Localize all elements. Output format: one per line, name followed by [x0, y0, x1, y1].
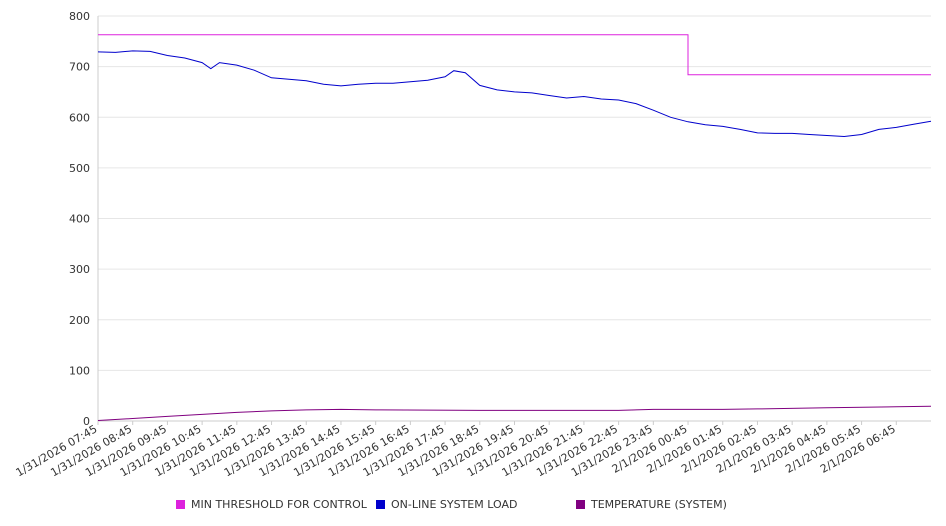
series-line-on-line-system-load — [97, 50, 932, 138]
legend-label-min-threshold: MIN THRESHOLD FOR CONTROL — [191, 498, 367, 511]
y-tick-label-700: 700 — [69, 61, 90, 74]
legend-swatch-temperature — [576, 500, 585, 509]
series-line-temperature-system — [97, 405, 932, 421]
legend-item-min-threshold[interactable]: MIN THRESHOLD FOR CONTROL — [176, 498, 367, 511]
y-tick-label-100: 100 — [69, 364, 90, 377]
y-tick-label-600: 600 — [69, 111, 90, 124]
legend-item-temperature[interactable]: TEMPERATURE (SYSTEM) — [576, 498, 727, 511]
legend-item-system-load[interactable]: ON-LINE SYSTEM LOAD — [376, 498, 517, 511]
y-tick-label-500: 500 — [69, 162, 90, 175]
y-tick-label-400: 400 — [69, 213, 90, 226]
y-tick-label-200: 200 — [69, 314, 90, 327]
series-line-min-threshold-for-control — [98, 34, 931, 76]
y-tick-label-800: 800 — [69, 10, 90, 23]
legend: MIN THRESHOLD FOR CONTROL ON-LINE SYSTEM… — [0, 498, 946, 514]
legend-swatch-min-threshold — [176, 500, 185, 509]
legend-swatch-system-load — [376, 500, 385, 509]
y-tick-label-0: 0 — [83, 415, 90, 428]
legend-label-system-load: ON-LINE SYSTEM LOAD — [391, 498, 518, 511]
y-tick-label-300: 300 — [69, 263, 90, 276]
legend-label-temperature: TEMPERATURE (SYSTEM) — [591, 498, 727, 511]
